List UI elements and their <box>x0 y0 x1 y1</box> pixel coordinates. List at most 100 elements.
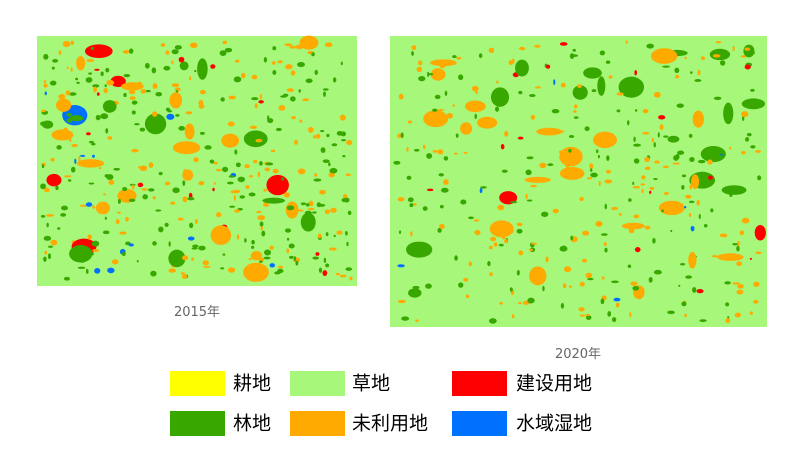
land-patch <box>195 218 198 225</box>
land-patch <box>675 74 680 79</box>
land-patch <box>426 188 434 192</box>
land-patch <box>272 70 277 75</box>
land-patch <box>288 243 295 249</box>
land-patch <box>322 159 330 164</box>
land-patch <box>277 60 283 64</box>
land-patch <box>591 89 597 93</box>
land-patch <box>441 187 449 193</box>
land-patch <box>84 44 113 59</box>
land-patch <box>158 226 164 233</box>
land-patch <box>134 123 140 126</box>
land-patch <box>168 241 171 247</box>
land-patch <box>108 179 115 185</box>
land-patch <box>463 151 468 154</box>
land-patch <box>423 110 449 128</box>
land-patch <box>243 262 269 282</box>
land-patch <box>732 242 738 246</box>
land-patch <box>182 180 186 186</box>
land-patch <box>692 110 705 128</box>
land-patch <box>40 183 47 190</box>
land-patch <box>60 205 69 211</box>
land-patch <box>258 273 263 277</box>
land-patch <box>317 233 322 239</box>
land-patch <box>646 43 655 49</box>
land-patch <box>676 103 684 108</box>
land-patch <box>180 272 186 275</box>
land-patch <box>105 128 109 134</box>
land-patch <box>189 42 198 49</box>
land-patch <box>286 205 295 211</box>
land-patch <box>741 111 749 118</box>
land-patch <box>628 228 635 234</box>
land-patch <box>600 298 605 305</box>
land-patch <box>725 318 731 324</box>
land-patch <box>70 40 75 45</box>
land-patch <box>259 93 262 100</box>
legend-label: 未利用地 <box>352 413 428 435</box>
land-patch <box>683 206 687 209</box>
land-patch <box>422 206 428 211</box>
land-patch <box>113 167 121 171</box>
land-patch <box>559 150 564 154</box>
land-patch <box>525 169 532 176</box>
land-patch <box>168 268 176 273</box>
land-patch <box>88 140 95 144</box>
land-patch <box>172 187 180 194</box>
land-patch <box>46 222 49 228</box>
land-patch <box>41 109 46 113</box>
land-patch <box>251 97 259 101</box>
land-patch <box>269 245 274 250</box>
land-patch <box>105 67 110 73</box>
land-patch <box>741 98 766 110</box>
land-patch <box>346 140 353 146</box>
land-patch <box>563 266 572 273</box>
land-patch <box>163 65 171 71</box>
land-patch <box>329 167 338 174</box>
land-patch <box>248 192 256 197</box>
land-patch <box>122 50 130 54</box>
land-patch <box>44 187 50 193</box>
land-patch <box>698 214 701 220</box>
land-patch <box>251 74 258 80</box>
land-patch <box>654 160 660 164</box>
land-patch <box>263 256 271 260</box>
land-patch <box>220 267 225 270</box>
land-patch <box>600 233 608 236</box>
land-patch <box>248 175 254 178</box>
land-patch <box>590 168 593 172</box>
land-patch <box>237 176 246 183</box>
land-patch <box>155 91 163 97</box>
land-patch <box>579 281 585 287</box>
land-patch <box>407 120 413 124</box>
land-patch <box>471 85 479 92</box>
land-patch <box>272 168 279 174</box>
land-patch <box>253 159 258 164</box>
land-patch <box>284 43 293 47</box>
land-patch <box>297 61 305 68</box>
map-2015 <box>37 35 357 286</box>
land-patch <box>312 211 317 214</box>
land-patch <box>653 269 662 275</box>
land-patch <box>275 127 282 132</box>
land-patch <box>679 263 686 266</box>
land-patch <box>732 282 741 285</box>
land-patch <box>259 221 264 227</box>
land-patch <box>220 97 225 102</box>
land-patch <box>95 201 111 215</box>
land-patch <box>725 302 730 307</box>
land-patch <box>261 230 266 237</box>
land-patch <box>542 285 545 292</box>
land-patch <box>650 48 678 64</box>
land-patch <box>280 95 287 98</box>
land-patch <box>530 114 536 120</box>
land-patch <box>684 56 687 60</box>
land-patch <box>332 77 337 83</box>
land-patch <box>313 134 317 139</box>
land-patch <box>298 89 301 93</box>
land-patch <box>681 301 687 307</box>
land-patch <box>488 47 495 54</box>
land-patch <box>458 74 464 81</box>
land-patch <box>263 249 272 256</box>
land-patch <box>653 91 661 98</box>
land-patch <box>229 205 236 208</box>
